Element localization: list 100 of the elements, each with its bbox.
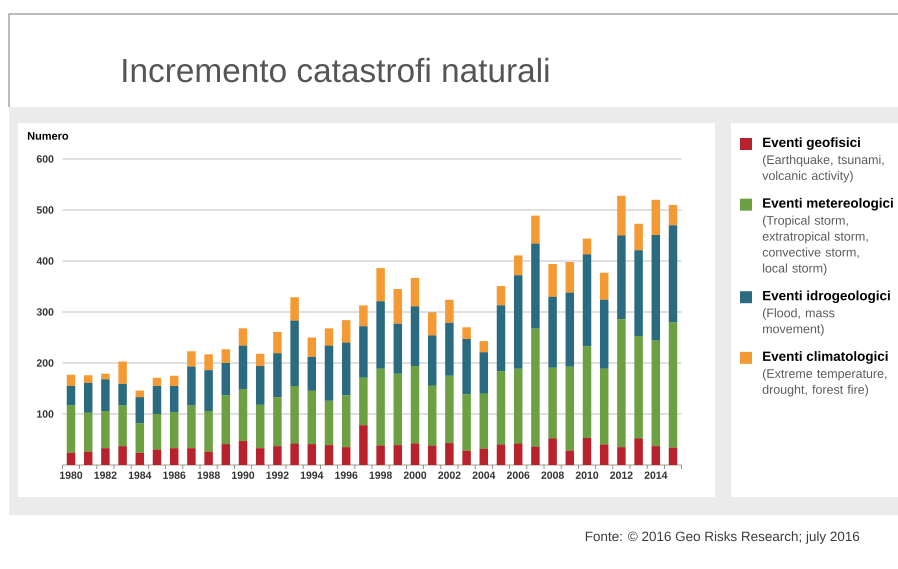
- bar: [238, 389, 248, 442]
- x-tick-label: 1982: [94, 472, 117, 479]
- bar: [582, 254, 592, 346]
- bar: [238, 346, 248, 390]
- bar: [531, 446, 540, 465]
- bar: [617, 319, 626, 448]
- bar: [652, 200, 660, 235]
- bar: [308, 444, 316, 465]
- bar: [496, 444, 506, 465]
- bar: [308, 356, 316, 391]
- y-tick-label: 100: [37, 410, 54, 418]
- bar: [290, 320, 299, 386]
- bar: [634, 438, 643, 465]
- bar: [273, 332, 282, 354]
- bar: [324, 346, 334, 401]
- bar: [84, 375, 92, 383]
- bar: [410, 306, 420, 366]
- bar: [204, 370, 213, 411]
- bar: [514, 368, 522, 444]
- bar: [170, 448, 178, 465]
- bar: [290, 297, 299, 321]
- bar: [600, 272, 608, 300]
- x-tick-label: 1994: [300, 472, 324, 479]
- bar: [668, 225, 678, 322]
- bar: [548, 438, 557, 465]
- x-tick-label: 1980: [60, 472, 82, 479]
- y-tick-label: 500: [36, 206, 54, 214]
- bar: [256, 354, 264, 366]
- bar: [428, 385, 436, 446]
- x-tick-label: 2010: [576, 472, 598, 479]
- bar: [84, 382, 92, 412]
- bar: [394, 289, 402, 324]
- bar: [170, 386, 178, 412]
- bar: [170, 376, 178, 386]
- source-note: Fonte: © 2016 Geo Risks Research; july 2016: [586, 531, 860, 544]
- bar: [668, 322, 678, 448]
- bar: [652, 340, 660, 446]
- bar: [101, 448, 110, 465]
- bar: [324, 400, 334, 446]
- bar: [531, 328, 540, 447]
- x-tick-label: 2002: [438, 472, 461, 479]
- bar: [152, 450, 162, 465]
- bar: [187, 448, 196, 465]
- bar: [222, 395, 230, 444]
- bar: [566, 450, 574, 465]
- bar: [600, 300, 608, 369]
- bar: [600, 444, 608, 465]
- text: (Tropical storm, extratropical storm, convective storm, local storm): [762, 216, 868, 276]
- bar: [652, 234, 660, 340]
- bar: [617, 196, 626, 236]
- bar: [136, 397, 144, 424]
- bar: [410, 278, 420, 306]
- bar: [170, 412, 178, 448]
- bar: [204, 410, 213, 452]
- bar: [428, 335, 436, 386]
- bar: [514, 275, 522, 369]
- bar: [394, 324, 402, 374]
- bar: [342, 320, 350, 343]
- bar: [376, 446, 385, 465]
- bar: [462, 327, 471, 340]
- x-tick-label: 2012: [610, 472, 633, 479]
- bar: [480, 448, 488, 465]
- bar: [566, 292, 574, 367]
- bar: [410, 444, 420, 465]
- bar: [359, 305, 368, 326]
- bar: [531, 216, 540, 244]
- bar: [222, 444, 230, 465]
- chart-title: Incremento catastrofi naturali: [123, 58, 548, 82]
- bar: [394, 445, 402, 465]
- x-tick-label: 1984: [128, 472, 152, 479]
- y-tick-label: 600: [36, 155, 54, 163]
- bar: [342, 447, 350, 465]
- bar: [600, 368, 608, 445]
- bar: [376, 301, 385, 369]
- text: (Flood, mass movement): [762, 308, 834, 336]
- bar: [66, 452, 76, 465]
- bar: [238, 328, 248, 346]
- bar: [66, 405, 76, 453]
- bar: [445, 300, 454, 323]
- bar: [187, 366, 196, 406]
- x-tick-label: 2000: [404, 472, 426, 479]
- y-tick-label: 300: [36, 308, 54, 316]
- bar: [290, 386, 299, 444]
- bar: [462, 394, 471, 451]
- bar: [428, 312, 436, 336]
- bar: [324, 328, 334, 346]
- bar: [187, 405, 196, 448]
- bar: [101, 379, 110, 411]
- bar: [582, 438, 592, 465]
- bar: [480, 352, 488, 394]
- bar: [394, 374, 402, 446]
- y-axis-title: Numero: [28, 132, 68, 140]
- bar: [548, 368, 557, 438]
- bar: [152, 386, 162, 414]
- x-tick-label: 2008: [541, 472, 564, 479]
- bar: [376, 368, 385, 446]
- bar: [548, 296, 557, 368]
- bar: [238, 441, 248, 465]
- bar: [118, 361, 127, 384]
- bar: [582, 346, 592, 438]
